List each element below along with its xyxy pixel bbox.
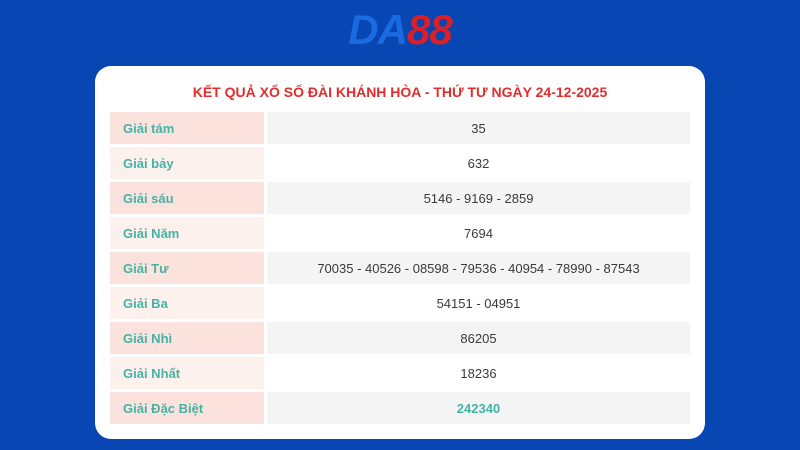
prize-label: Giải sáu [110, 182, 264, 214]
prize-value: 632 [267, 147, 690, 179]
prize-value: 5146 - 9169 - 2859 [267, 182, 690, 214]
prize-value-special: 242340 [267, 392, 690, 424]
prize-value: 54151 - 04951 [267, 287, 690, 319]
prize-value: 86205 [267, 322, 690, 354]
prize-value: 18236 [267, 357, 690, 389]
table-row: Giải Năm 7694 [110, 217, 690, 249]
prize-label: Giải Nhì [110, 322, 264, 354]
table-row: Giải Đặc Biệt 242340 [110, 392, 690, 424]
prize-label: Giải Tư [110, 252, 264, 284]
prize-label: Giải Ba [110, 287, 264, 319]
table-row: Giải sáu 5146 - 9169 - 2859 [110, 182, 690, 214]
prize-value: 7694 [267, 217, 690, 249]
table-row: Giải Tư 70035 - 40526 - 08598 - 79536 - … [110, 252, 690, 284]
prize-label: Giải bảy [110, 147, 264, 179]
results-card: KẾT QUẢ XỔ SỐ ĐÀI KHÁNH HÒA - THỨ TƯ NGÀ… [95, 66, 705, 439]
prize-label: Giải Nhất [110, 357, 264, 389]
da88-logo[interactable]: DA88 [348, 6, 453, 53]
prize-value: 70035 - 40526 - 08598 - 79536 - 40954 - … [267, 252, 690, 284]
results-title: KẾT QUẢ XỔ SỐ ĐÀI KHÁNH HÒA - THỨ TƯ NGÀ… [192, 84, 608, 100]
prize-label-special: Giải Đặc Biệt [110, 392, 264, 424]
results-table: Giải tám 35 Giải bảy 632 Giải sáu 5146 -… [107, 109, 693, 427]
prize-value: 35 [267, 112, 690, 144]
site-header: DA88 [0, 0, 800, 60]
table-row: Giải tám 35 [110, 112, 690, 144]
logo-text-88: 88 [406, 6, 453, 53]
logo-text-da: DA [348, 6, 408, 53]
table-row: Giải Nhì 86205 [110, 322, 690, 354]
prize-label: Giải Năm [110, 217, 264, 249]
table-row: Giải Ba 54151 - 04951 [110, 287, 690, 319]
table-row: Giải Nhất 18236 [110, 357, 690, 389]
prize-label: Giải tám [110, 112, 264, 144]
table-row: Giải bảy 632 [110, 147, 690, 179]
